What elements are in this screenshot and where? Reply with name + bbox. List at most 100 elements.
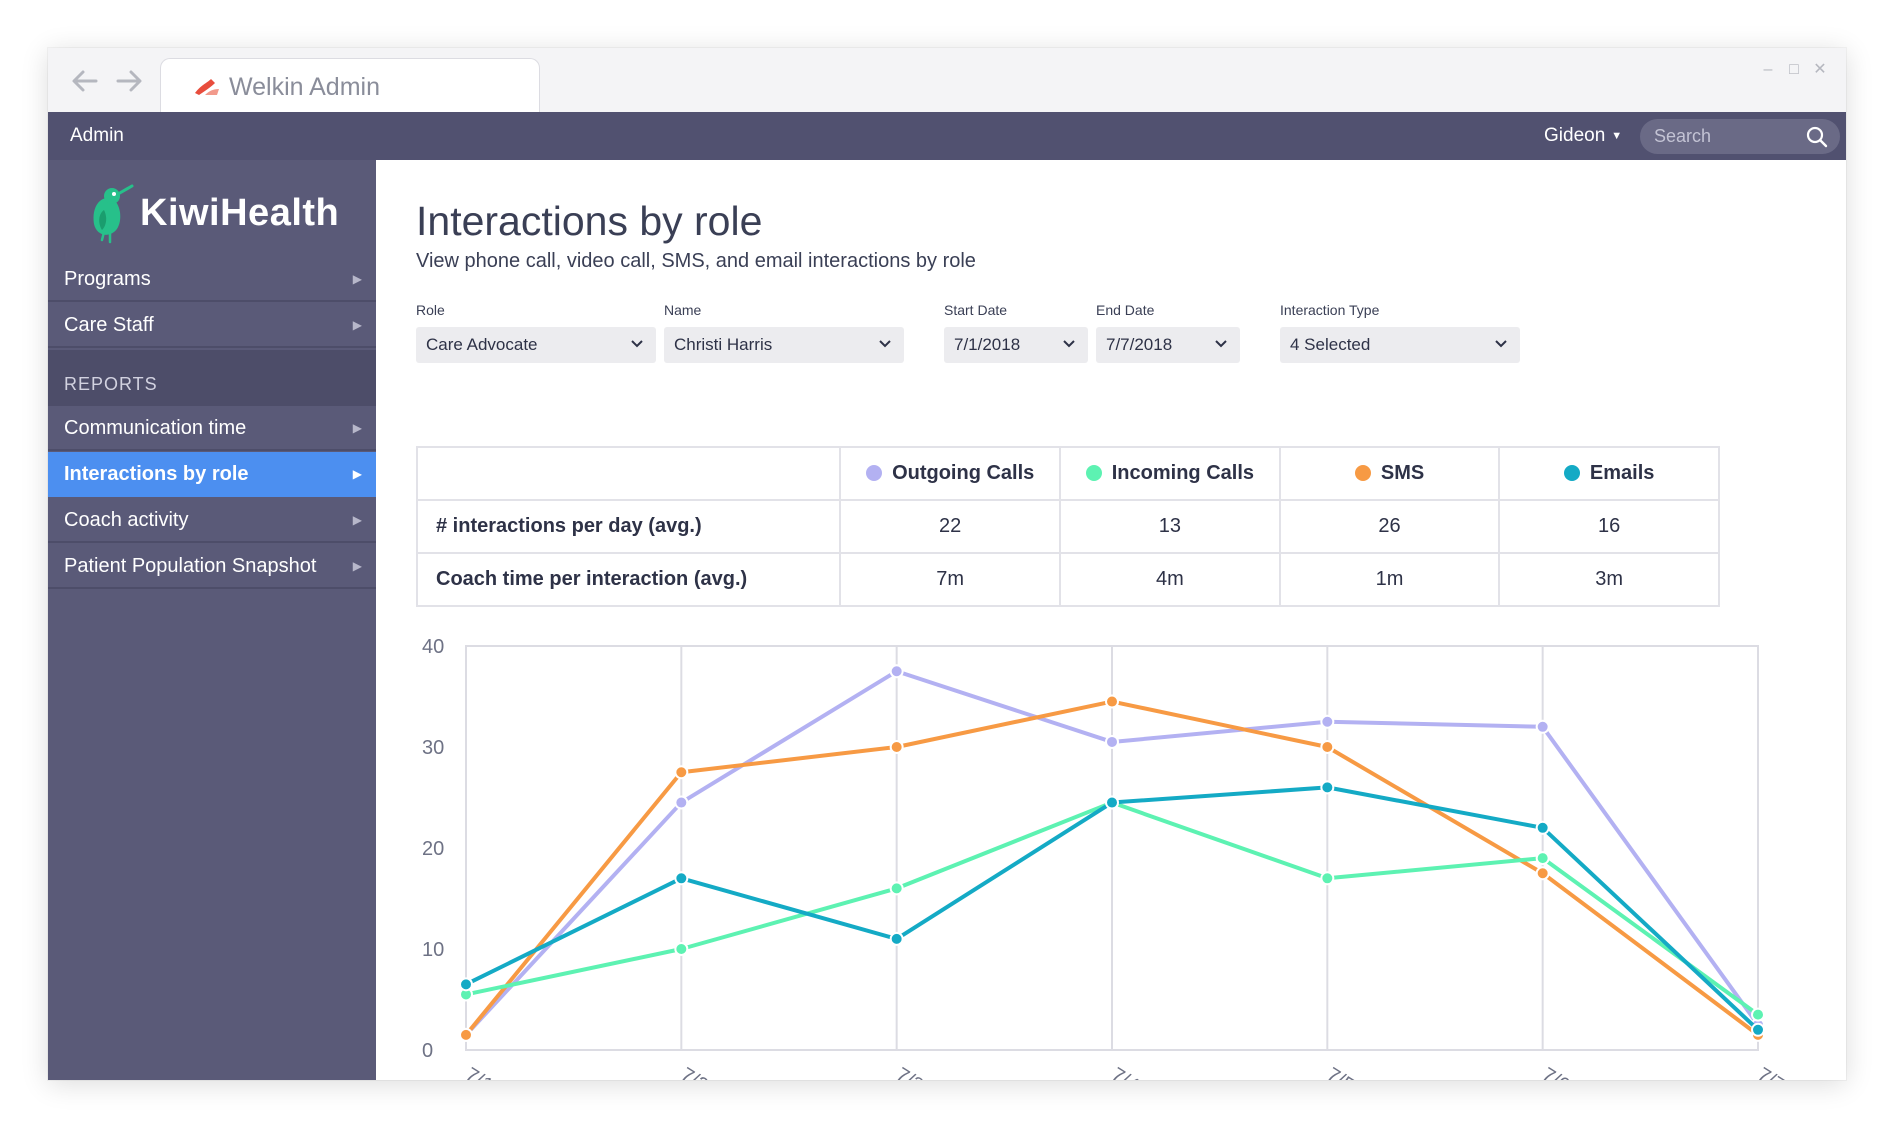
user-menu[interactable]: Gideon ▼ <box>1544 125 1622 147</box>
maximize-icon[interactable]: □ <box>1789 61 1799 78</box>
admin-label[interactable]: Admin <box>70 125 124 146</box>
x-tick-label: 7/5/2018 <box>1323 1064 1401 1080</box>
end-date-filter: End Date 7/7/2018 <box>1096 302 1240 363</box>
chevron-down-icon <box>1495 340 1507 348</box>
data-point <box>674 871 689 886</box>
x-tick-label: 7/7/2018 <box>1753 1064 1831 1080</box>
sidebar-item-label: Patient Population Snapshot <box>64 555 317 577</box>
start-date-select[interactable]: 7/1/2018 <box>944 327 1088 363</box>
table-header-row: Outgoing Calls Incoming Calls SMS Emails <box>415 446 1720 501</box>
column-header-label: Incoming Calls <box>1111 462 1254 484</box>
table-cell: 3m <box>1498 552 1720 607</box>
data-point <box>1751 1022 1765 1037</box>
data-point <box>1320 714 1335 729</box>
select-value: 4 Selected <box>1290 335 1371 354</box>
end-date-select[interactable]: 7/7/2018 <box>1096 327 1240 363</box>
back-arrow-icon[interactable] <box>70 68 100 94</box>
sidebar-item-communication-time[interactable]: Communication time ▶ <box>48 406 376 451</box>
filter-label: Name <box>664 302 702 318</box>
y-tick-label: 10 <box>422 939 444 961</box>
legend-dot-icon <box>1085 465 1102 481</box>
sidebar-item-coach-activity[interactable]: Coach activity ▶ <box>48 498 376 543</box>
select-value: Christi Harris <box>674 335 773 354</box>
search-box <box>1640 119 1840 154</box>
table-cell: 16 <box>1498 499 1720 554</box>
main-content: Interactions by role View phone call, vi… <box>376 160 1846 1080</box>
welkin-logo-icon <box>195 79 219 95</box>
close-icon[interactable]: ✕ <box>1813 61 1827 78</box>
browser-window: Welkin Admin – □ ✕ Admin Gideon ▼ <box>48 48 1846 1080</box>
tab-title: Welkin Admin <box>229 73 380 101</box>
browser-tab[interactable]: Welkin Admin <box>160 58 540 114</box>
row-label: Coach time per interaction (avg.) <box>415 552 842 607</box>
data-point <box>1105 694 1119 709</box>
filter-label: Interaction Type <box>1280 302 1380 318</box>
minimize-icon[interactable]: – <box>1763 61 1773 78</box>
sidebar-item-label: Care Staff <box>64 314 154 336</box>
forward-arrow-icon[interactable] <box>114 68 144 94</box>
sidebar-item-patient-population-snapshot[interactable]: Patient Population Snapshot ▶ <box>48 544 376 589</box>
chevron-down-icon <box>1215 340 1227 348</box>
chevron-down-icon <box>631 340 643 348</box>
table-cell: 22 <box>839 499 1062 554</box>
data-point <box>459 1027 473 1042</box>
sidebar-item-label: Interactions by role <box>64 463 249 485</box>
page-subtitle: View phone call, video call, SMS, and em… <box>416 250 976 272</box>
table-row: # interactions per day (avg.) 22 13 26 1… <box>415 499 1720 554</box>
window-controls: – □ ✕ <box>1760 62 1828 78</box>
sidebar-item-programs[interactable]: Programs ▶ <box>48 257 376 302</box>
role-select[interactable]: Care Advocate <box>416 327 656 363</box>
line-chart: 0 10 20 30 40 7/1/2018 7/2/2018 7/3/2018 7/4/201… <box>376 620 1846 1080</box>
select-value: 7/1/2018 <box>954 335 1021 354</box>
data-point <box>889 664 904 679</box>
chevron-right-icon: ▶ <box>352 513 362 527</box>
chevron-right-icon: ▶ <box>352 318 362 332</box>
sidebar-item-label: Communication time <box>64 417 247 439</box>
y-tick-label: 20 <box>422 838 444 860</box>
legend-dot-icon <box>866 465 883 481</box>
filter-label: End Date <box>1096 302 1155 318</box>
reports-section-header: REPORTS <box>48 350 376 406</box>
sidebar-item-interactions-by-role[interactable]: Interactions by role ▶ <box>48 452 376 497</box>
sidebar-item-label: Coach activity <box>64 509 189 531</box>
filter-label: Start Date <box>944 302 1008 318</box>
data-point <box>1535 866 1550 881</box>
x-tick-label: 7/6/2018 <box>1538 1064 1616 1080</box>
brand-name: KiwiHealth <box>140 192 340 234</box>
y-tick-label: 40 <box>422 636 444 658</box>
data-point <box>1320 780 1335 795</box>
data-point <box>889 881 904 896</box>
chevron-right-icon: ▶ <box>352 421 362 435</box>
legend-dot-icon <box>1354 465 1371 481</box>
x-tick-label: 7/3/2018 <box>892 1064 970 1080</box>
column-header-incoming-calls: Incoming Calls <box>1059 446 1281 501</box>
data-point <box>1320 740 1335 754</box>
data-point <box>1105 795 1119 810</box>
data-point <box>674 765 689 780</box>
table-cell: 4m <box>1059 552 1281 607</box>
sidebar-item-care-staff[interactable]: Care Staff ▶ <box>48 303 376 348</box>
page-title: Interactions by role <box>416 198 763 244</box>
data-point <box>1535 719 1550 734</box>
column-header-label: SMS <box>1380 462 1425 484</box>
column-header-label: Emails <box>1589 462 1655 484</box>
sidebar-item-label: Programs <box>64 268 151 290</box>
x-tick-label: 7/1/2018 <box>461 1064 539 1080</box>
select-value: Care Advocate <box>426 335 538 354</box>
admin-bar: Admin Gideon ▼ <box>48 112 1846 160</box>
data-point <box>674 942 689 956</box>
start-date-filter: Start Date 7/1/2018 <box>944 302 1088 363</box>
role-filter: Role Care Advocate <box>416 302 656 363</box>
y-tick-label: 0 <box>422 1040 433 1062</box>
data-point <box>1751 1007 1765 1022</box>
interaction-type-filter: Interaction Type 4 Selected <box>1280 302 1520 363</box>
interaction-type-select[interactable]: 4 Selected <box>1280 327 1520 363</box>
name-select[interactable]: Christi Harris <box>664 327 904 363</box>
filter-label: Role <box>416 302 445 318</box>
data-point <box>1320 871 1335 886</box>
search-input[interactable] <box>1654 119 1804 154</box>
search-icon[interactable] <box>1806 126 1828 148</box>
browser-chrome: Welkin Admin – □ ✕ <box>48 48 1846 114</box>
caret-down-icon: ▼ <box>1611 130 1623 142</box>
chevron-right-icon: ▶ <box>352 272 362 286</box>
